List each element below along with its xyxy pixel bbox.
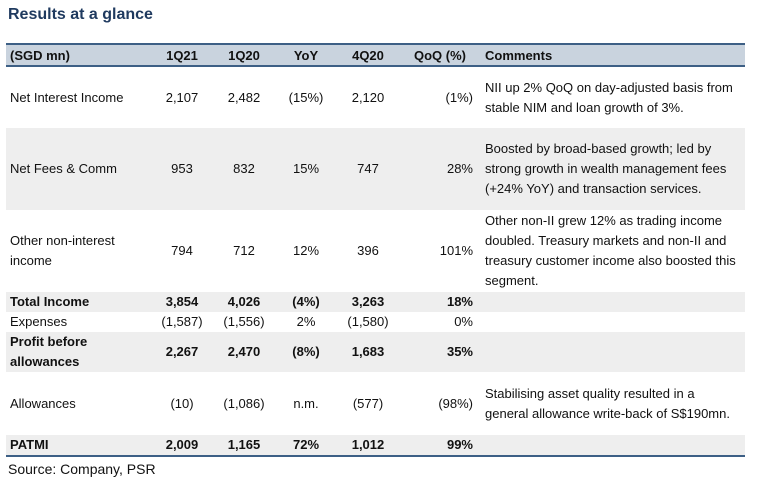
- cell-yoy: 72%: [292, 437, 320, 452]
- cell-yoy: 12%: [292, 243, 320, 258]
- table-row: Total Income 3,854 4,026 (4%) 3,263 18%: [6, 292, 745, 312]
- cell-qoq: 0%: [454, 314, 473, 329]
- source-note: Source: Company, PSR: [8, 461, 156, 477]
- cell-4q20: 2,120: [351, 89, 385, 105]
- row-label: Profit before allowances: [10, 334, 88, 369]
- cell-qoq: 18%: [446, 294, 473, 309]
- row-label: Net Fees & Comm: [10, 161, 117, 176]
- cell-comment: NII up 2% QoQ on day-adjusted basis from…: [485, 79, 733, 115]
- table-header-row: (SGD mn) 1Q21 1Q20 YoY 4Q20 QoQ (%) Comm…: [6, 44, 745, 66]
- header-comments: Comments: [485, 47, 553, 63]
- cell-1q21: 2,107: [165, 89, 199, 105]
- row-label: Other non-interest income: [10, 233, 115, 268]
- cell-4q20: 396: [357, 243, 379, 258]
- cell-yoy: n.m.: [293, 395, 319, 411]
- cell-qoq: 35%: [446, 344, 473, 359]
- header-label: (SGD mn): [10, 47, 70, 63]
- cell-1q21: 794: [171, 243, 193, 258]
- header-qoq: QoQ (%): [414, 47, 466, 63]
- cell-comment: Other non-II grew 12% as trading income …: [485, 213, 736, 288]
- header-1q21: 1Q21: [166, 47, 198, 63]
- cell-4q20: 1,012: [351, 437, 385, 452]
- row-label: Allowances: [10, 395, 76, 411]
- header-yoy: YoY: [293, 47, 319, 63]
- row-label: Total Income: [10, 294, 90, 309]
- cell-yoy: (8%): [292, 344, 320, 359]
- cell-1q20: 1,165: [227, 437, 261, 452]
- header-4q20: 4Q20: [352, 47, 384, 63]
- cell-1q21: 2,009: [165, 437, 199, 452]
- header-1q20: 1Q20: [228, 47, 260, 63]
- cell-4q20: (577): [352, 395, 384, 411]
- cell-yoy: 15%: [292, 161, 320, 176]
- table-row: Expenses (1,587) (1,556) 2% (1,580) 0%: [6, 312, 745, 332]
- results-table: (SGD mn) 1Q21 1Q20 YoY 4Q20 QoQ (%) Comm…: [6, 43, 745, 457]
- cell-1q20: 4,026: [227, 294, 261, 309]
- cell-1q20: (1,086): [223, 395, 265, 411]
- cell-1q20: (1,556): [223, 314, 265, 329]
- cell-yoy: (15%): [288, 89, 324, 105]
- cell-4q20: 3,263: [351, 294, 385, 309]
- cell-qoq: 99%: [446, 437, 473, 452]
- cell-1q21: 953: [171, 161, 193, 176]
- cell-comment: Stabilising asset quality resulted in a …: [485, 385, 730, 421]
- row-label: Expenses: [10, 314, 68, 329]
- cell-4q20: 747: [357, 161, 379, 176]
- cell-1q21: 3,854: [165, 294, 199, 309]
- cell-qoq: (98%): [438, 395, 473, 411]
- table-row: Net Fees & Comm 953 832 15% 747 28% Boos…: [6, 128, 745, 210]
- table-row: Other non-interest income 794 712 12% 39…: [6, 210, 745, 292]
- cell-1q20: 2,482: [227, 89, 261, 105]
- cell-4q20: (1,580): [347, 314, 389, 329]
- page-title: Results at a glance: [8, 6, 153, 23]
- cell-4q20: 1,683: [351, 344, 385, 359]
- table-row: Allowances (10) (1,086) n.m. (577) (98%)…: [6, 372, 745, 435]
- cell-comment: [481, 435, 745, 456]
- cell-1q20: 832: [233, 161, 255, 176]
- cell-qoq: 101%: [439, 243, 473, 258]
- cell-comment: [481, 332, 745, 372]
- cell-1q20: 2,470: [227, 344, 261, 359]
- table-row: Net Interest Income 2,107 2,482 (15%) 2,…: [6, 66, 745, 128]
- cell-comment: [481, 292, 745, 312]
- table-row: Profit before allowances 2,267 2,470 (8%…: [6, 332, 745, 372]
- cell-1q21: (10): [170, 395, 194, 411]
- cell-yoy: (4%): [292, 294, 320, 309]
- row-label: Net Interest Income: [10, 89, 124, 105]
- cell-comment: [481, 312, 745, 332]
- cell-1q21: 2,267: [165, 344, 199, 359]
- cell-qoq: (1%): [445, 89, 473, 105]
- row-label: PATMI: [10, 437, 49, 452]
- cell-comment: Boosted by broad-based growth; led by st…: [485, 141, 727, 196]
- table-row: PATMI 2,009 1,165 72% 1,012 99%: [6, 435, 745, 456]
- cell-1q20: 712: [233, 243, 255, 258]
- cell-1q21: (1,587): [161, 314, 203, 329]
- cell-qoq: 28%: [446, 161, 473, 176]
- cell-yoy: 2%: [296, 314, 316, 329]
